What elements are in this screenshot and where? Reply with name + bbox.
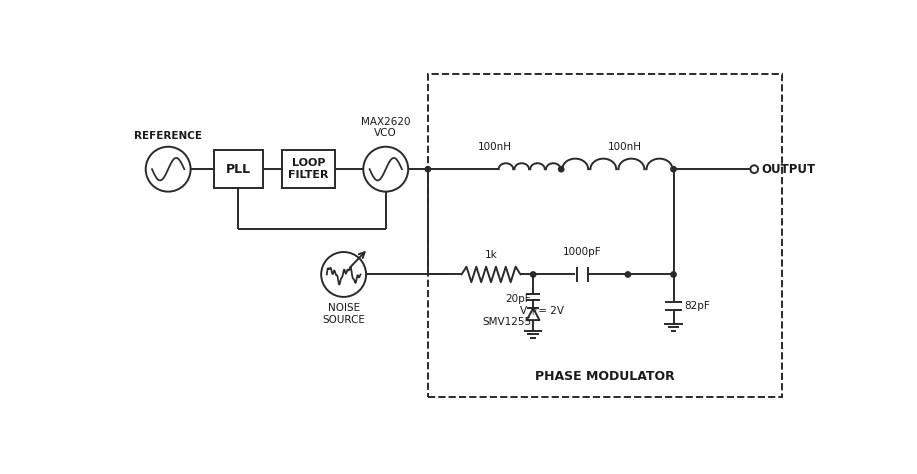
Circle shape <box>625 272 631 277</box>
Text: 1000pF: 1000pF <box>563 247 602 257</box>
Text: PHASE MODULATOR: PHASE MODULATOR <box>536 370 675 383</box>
Text: PLL: PLL <box>226 163 251 176</box>
Circle shape <box>425 166 430 172</box>
Text: REFERENCE: REFERENCE <box>134 131 202 141</box>
Text: MAX2620
VCO: MAX2620 VCO <box>361 117 411 138</box>
Bar <box>282 150 335 189</box>
Circle shape <box>558 166 564 172</box>
Text: 100nH: 100nH <box>607 142 641 152</box>
Text: SMV1255: SMV1255 <box>482 317 531 327</box>
Bar <box>428 74 782 397</box>
Text: = 2V: = 2V <box>536 306 564 316</box>
Text: V: V <box>520 306 527 316</box>
Circle shape <box>671 166 676 172</box>
Text: NOISE
SOURCE: NOISE SOURCE <box>322 303 365 325</box>
Text: 20pF: 20pF <box>505 294 531 304</box>
Circle shape <box>530 272 536 277</box>
Text: 100nH: 100nH <box>478 142 512 152</box>
Text: 1k: 1k <box>485 250 497 260</box>
Text: 82pF: 82pF <box>684 301 710 311</box>
Circle shape <box>750 165 758 173</box>
Bar <box>214 150 263 189</box>
Text: LOOP
FILTER: LOOP FILTER <box>288 158 329 180</box>
Text: OUTPUT: OUTPUT <box>761 163 815 176</box>
Text: R: R <box>531 308 536 317</box>
Circle shape <box>671 272 676 277</box>
